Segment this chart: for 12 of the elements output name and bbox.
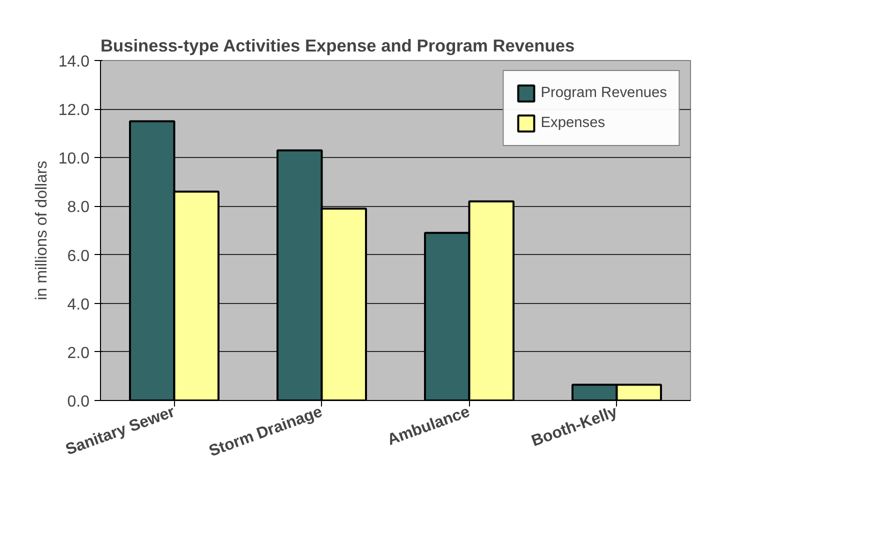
y-tick-label: 6.0 <box>67 248 90 265</box>
legend-label: Expenses <box>540 115 606 131</box>
y-tick-label: 10.0 <box>58 150 90 168</box>
legend-label: Program Revenues <box>540 85 667 101</box>
y-tick-label: 0.0 <box>67 394 90 410</box>
y-tick-label: 12.0 <box>58 102 90 120</box>
y-tick-label: 4.0 <box>67 296 90 314</box>
y-tick-label: 2.0 <box>67 344 90 362</box>
y-tick-label: 14.0 <box>58 54 90 70</box>
chart-title: Business-type Activities Expense and Program Revenues <box>100 36 575 56</box>
y-axis-title: in millions of dollars <box>33 160 50 300</box>
y-tick-label: 8.0 <box>67 199 90 216</box>
